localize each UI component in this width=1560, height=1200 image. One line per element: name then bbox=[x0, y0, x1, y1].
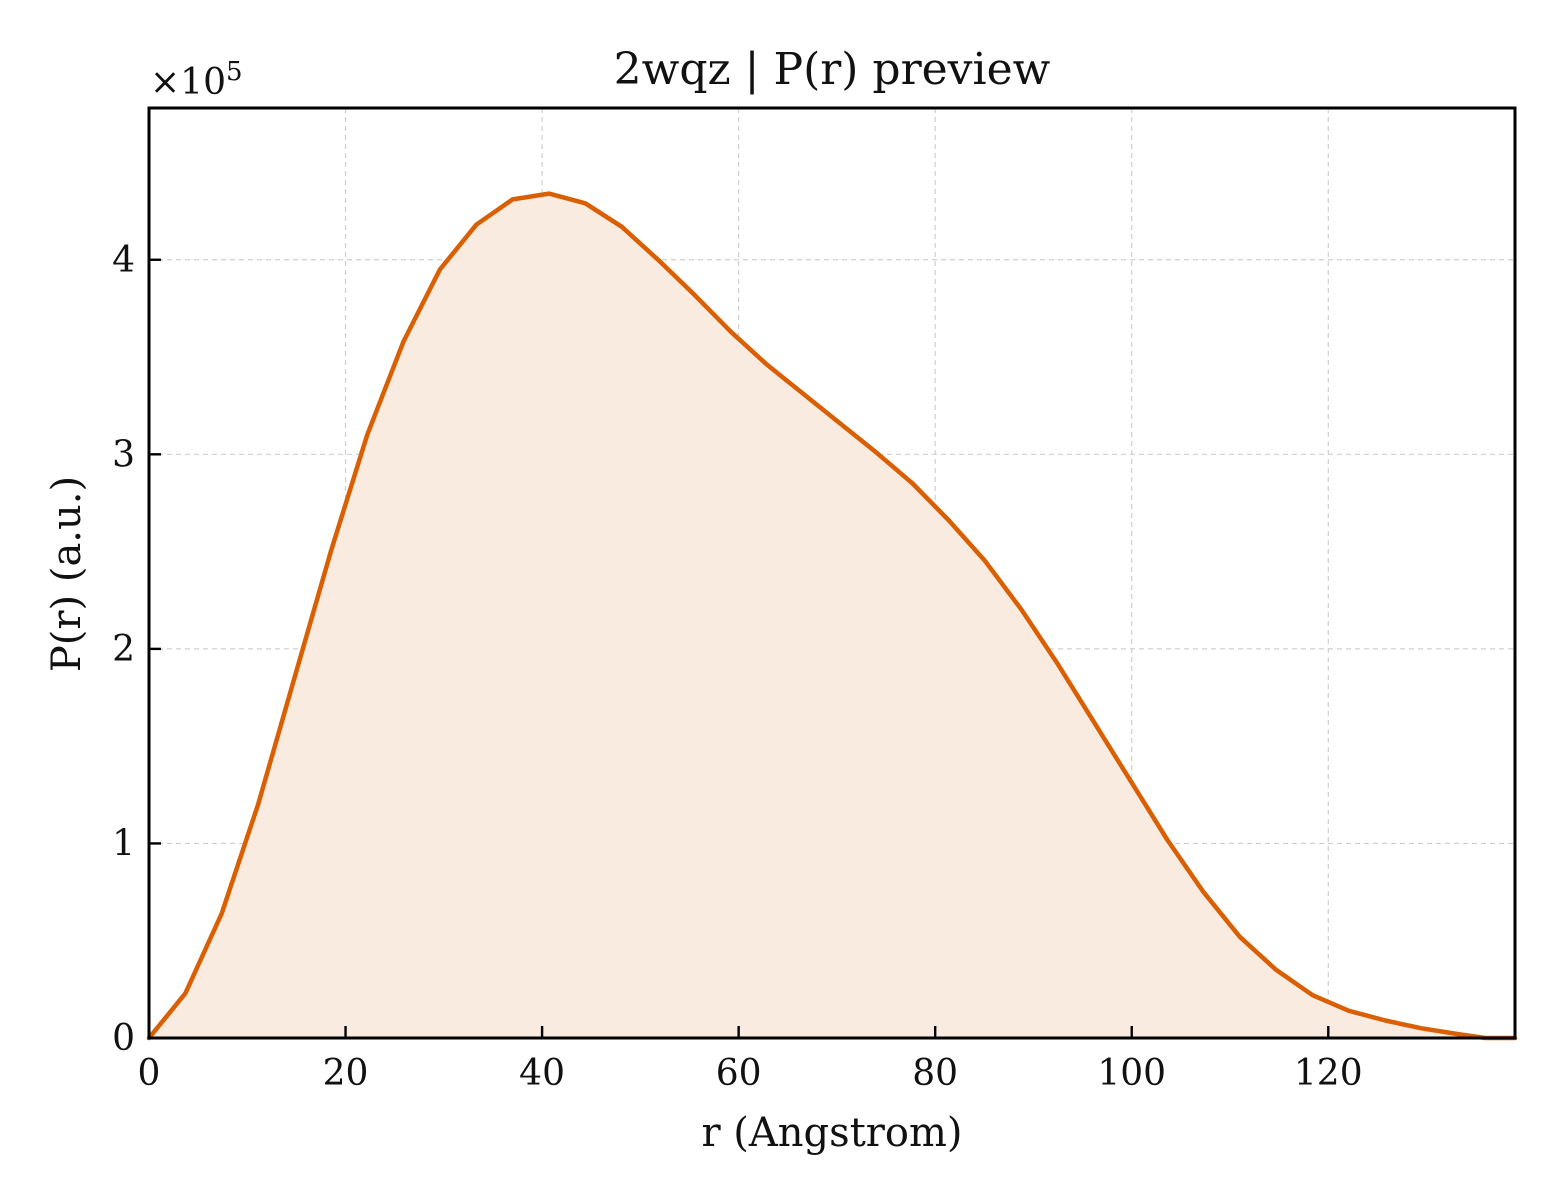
y-tick-label: 0 bbox=[112, 1018, 135, 1059]
axis-ticks bbox=[147, 258, 1330, 1040]
series-line bbox=[146, 191, 1518, 1041]
y-scale-exponent: 5 bbox=[226, 57, 243, 87]
y-tick-label: 4 bbox=[112, 240, 135, 281]
x-tick-label: 60 bbox=[716, 1053, 762, 1094]
y-scale-multiplier: ×105 bbox=[150, 57, 243, 103]
plot-frame bbox=[147, 106, 1517, 1040]
x-tick-label: 80 bbox=[912, 1053, 958, 1094]
x-tick-label: 20 bbox=[323, 1053, 369, 1094]
x-tick-label: 40 bbox=[519, 1053, 565, 1094]
chart-title: 2wqz | P(r) preview bbox=[614, 44, 1051, 95]
x-tick-label: 0 bbox=[138, 1053, 161, 1094]
y-tick-label: 1 bbox=[112, 823, 135, 864]
x-tick-label: 100 bbox=[1097, 1053, 1166, 1094]
x-axis-label: r (Angstrom) bbox=[701, 1110, 962, 1156]
y-axis-label: P(r) (a.u.) bbox=[44, 476, 90, 672]
y-tick-label: 3 bbox=[112, 434, 135, 475]
series-area-fill bbox=[149, 193, 1515, 1039]
y-scale-base: ×10 bbox=[150, 62, 226, 103]
y-tick-label: 2 bbox=[112, 629, 135, 670]
x-tick-label: 120 bbox=[1294, 1053, 1363, 1094]
